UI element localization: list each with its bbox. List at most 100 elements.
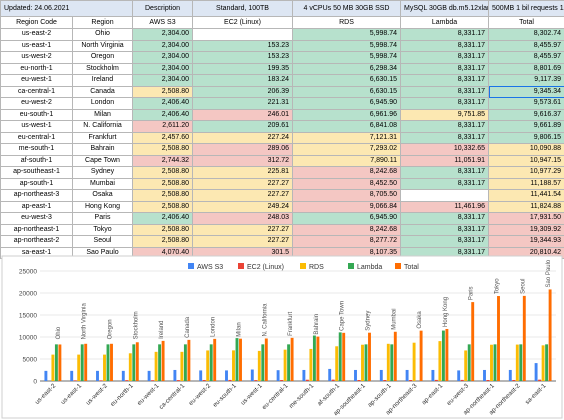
ec2-cell[interactable]: 227.27	[192, 235, 294, 248]
region-name-cell[interactable]: Stockholm	[71, 62, 134, 75]
total-cell[interactable]: 11,441.54	[488, 189, 564, 202]
s3-cell[interactable]: 2,457.60	[132, 131, 194, 144]
rds-cell[interactable]: 6,630.15	[292, 74, 402, 87]
region-name-cell[interactable]: Bahrain	[71, 143, 134, 156]
region-code-cell[interactable]: ap-northeast-1	[0, 223, 73, 236]
rds-cell[interactable]: 8,452.50	[292, 177, 402, 190]
rds-cell[interactable]: 5,998.74	[292, 51, 402, 64]
ec2-cell[interactable]: 248.03	[192, 212, 294, 225]
total-cell[interactable]: 9,806.15	[488, 131, 564, 144]
lambda-cell[interactable]: 8,331.17	[400, 120, 490, 133]
ec2-cell[interactable]: 246.01	[192, 108, 294, 121]
total-cell[interactable]: 9,661.89	[488, 120, 564, 133]
region-name-cell[interactable]: Cape Town	[71, 154, 134, 167]
region-name-cell[interactable]: Canada	[71, 85, 134, 98]
ec2-cell[interactable]: 225.81	[192, 166, 294, 179]
col-header-lambda[interactable]: Lambda	[400, 16, 490, 29]
region-code-cell[interactable]: eu-central-1	[0, 131, 73, 144]
total-cell[interactable]: 17,931.50	[488, 212, 564, 225]
region-name-cell[interactable]: Seoul	[71, 235, 134, 248]
rds-cell[interactable]: 7,293.02	[292, 143, 402, 156]
lambda-cell[interactable]: 8,331.17	[400, 131, 490, 144]
region-code-cell[interactable]: ap-east-1	[0, 200, 73, 213]
ec2-cell[interactable]: 227.24	[192, 131, 294, 144]
col-header-aws-s3[interactable]: AWS S3	[132, 16, 194, 29]
rds-cell[interactable]: 6,630.15	[292, 85, 402, 98]
region-code-cell[interactable]: eu-west-3	[0, 212, 73, 225]
s3-cell[interactable]: 2,304.00	[132, 62, 194, 75]
ec2-cell[interactable]: 227.27	[192, 189, 294, 202]
lambda-cell[interactable]: 8,331.17	[400, 212, 490, 225]
rds-cell[interactable]: 9,066.84	[292, 200, 402, 213]
s3-cell[interactable]: 2,508.80	[132, 166, 194, 179]
s3-cell[interactable]: 2,304.00	[132, 74, 194, 87]
region-name-cell[interactable]: Paris	[71, 212, 134, 225]
lambda-cell[interactable]: 9,751.85	[400, 108, 490, 121]
region-name-cell[interactable]: Hong Kong	[71, 200, 134, 213]
region-code-cell[interactable]: eu-west-2	[0, 97, 73, 110]
s3-cell[interactable]: 2,304.00	[132, 28, 194, 41]
ec2-cell[interactable]: 249.24	[192, 200, 294, 213]
ec2-cell[interactable]: 221.31	[192, 97, 294, 110]
region-name-cell[interactable]: Frankfurt	[71, 131, 134, 144]
header-cell-ec2[interactable]: Standard, 100TB	[192, 0, 294, 17]
ec2-cell[interactable]: 183.24	[192, 74, 294, 87]
s3-cell[interactable]: 2,508.80	[132, 143, 194, 156]
region-code-cell[interactable]: ap-southeast-1	[0, 166, 73, 179]
chart-svg[interactable]: AWS S3 EC2 (Linux) RDS Lambda Total 0 5000 1000…	[0, 255, 564, 420]
ec2-cell[interactable]: 199.35	[192, 62, 294, 75]
total-cell[interactable]: 8,302.74	[488, 28, 564, 41]
region-name-cell[interactable]: Sydney	[71, 166, 134, 179]
region-code-cell[interactable]: us-east-2	[0, 28, 73, 41]
region-code-cell[interactable]: ap-northeast-2	[0, 235, 73, 248]
region-code-cell[interactable]: eu-south-1	[0, 108, 73, 121]
s3-cell[interactable]: 2,508.80	[132, 85, 194, 98]
region-name-cell[interactable]: Osaka	[71, 189, 134, 202]
rds-cell[interactable]: 6,298.34	[292, 62, 402, 75]
region-name-cell[interactable]: N. California	[71, 120, 134, 133]
region-name-cell[interactable]: Tokyo	[71, 223, 134, 236]
region-code-cell[interactable]: ap-northeast-3	[0, 189, 73, 202]
col-header-rds[interactable]: RDS	[292, 16, 402, 29]
rds-cell[interactable]: 7,121.31	[292, 131, 402, 144]
lambda-cell[interactable]: 8,331.17	[400, 74, 490, 87]
rds-cell[interactable]: 6,945.90	[292, 97, 402, 110]
total-cell[interactable]: 9,616.37	[488, 108, 564, 121]
rds-cell[interactable]: 6,961.96	[292, 108, 402, 121]
col-header-region[interactable]: Region	[71, 16, 134, 29]
ec2-cell[interactable]: 289.06	[192, 143, 294, 156]
lambda-cell[interactable]: 8,331.17	[400, 177, 490, 190]
ec2-cell[interactable]: 227.27	[192, 177, 294, 190]
header-cell-s3[interactable]: Description	[132, 0, 194, 17]
lambda-cell[interactable]: 10,332.65	[400, 143, 490, 156]
total-cell[interactable]: 9,573.61	[488, 97, 564, 110]
rds-cell[interactable]: 8,242.68	[292, 223, 402, 236]
lambda-cell[interactable]: 8,331.17	[400, 223, 490, 236]
lambda-cell[interactable]: 8,331.17	[400, 166, 490, 179]
region-code-cell[interactable]: eu-west-1	[0, 74, 73, 87]
region-code-cell[interactable]: af-south-1	[0, 154, 73, 167]
total-cell[interactable]: 8,455.97	[488, 51, 564, 64]
s3-cell[interactable]: 2,304.00	[132, 39, 194, 52]
header-cell-total[interactable]: 500MB 1 bil requests 1s	[488, 0, 564, 17]
region-name-cell[interactable]: Mumbai	[71, 177, 134, 190]
total-cell[interactable]: 19,309.92	[488, 223, 564, 236]
s3-cell[interactable]: 2,508.80	[132, 189, 194, 202]
s3-cell[interactable]: 2,611.20	[132, 120, 194, 133]
lambda-cell[interactable]: 8,331.17	[400, 51, 490, 64]
lambda-cell[interactable]: 8,331.17	[400, 85, 490, 98]
total-cell[interactable]: 11,188.57	[488, 177, 564, 190]
ec2-cell[interactable]: 206.39	[192, 85, 294, 98]
region-code-cell[interactable]: eu-north-1	[0, 62, 73, 75]
s3-cell[interactable]: 2,406.40	[132, 108, 194, 121]
total-cell[interactable]: 10,090.88	[488, 143, 564, 156]
lambda-cell[interactable]: 11,461.96	[400, 200, 490, 213]
lambda-cell[interactable]: 11,051.91	[400, 154, 490, 167]
ec2-cell[interactable]	[192, 28, 294, 41]
total-cell[interactable]: 11,824.88	[488, 200, 564, 213]
region-name-cell[interactable]: North Virginia	[71, 39, 134, 52]
rds-cell[interactable]: 6,945.90	[292, 212, 402, 225]
ec2-cell[interactable]: 153.23	[192, 39, 294, 52]
region-name-cell[interactable]: Oregon	[71, 51, 134, 64]
s3-cell[interactable]: 2,508.80	[132, 223, 194, 236]
